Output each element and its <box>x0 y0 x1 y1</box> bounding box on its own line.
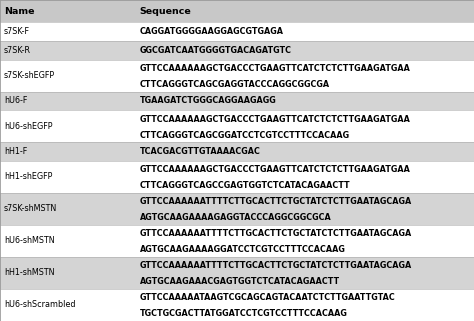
Text: AGTGCAAGAAAAGAGGTACCCAGGCGGCGCA: AGTGCAAGAAAAGAGGTACCCAGGCGGCGCA <box>140 213 332 222</box>
Text: GTTCCAAAAATAAGTCGCAGCAGTACAATCTCTTGAATTGTAC: GTTCCAAAAATAAGTCGCAGCAGTACAATCTCTTGAATTG… <box>140 293 396 302</box>
Text: hU6-shMSTN: hU6-shMSTN <box>4 237 55 246</box>
Text: GTTCCAAAAAAGCTGACCCTGAAGTTCATCTCTCTTGAAGATGAA: GTTCCAAAAAAGCTGACCCTGAAGTTCATCTCTCTTGAAG… <box>140 165 410 174</box>
Bar <box>0 142 474 161</box>
Text: AGTGCAAGAAAAGGATCCTCGTCCTTTCCACAAG: AGTGCAAGAAAAGGATCCTCGTCCTTTCCACAAG <box>140 245 346 254</box>
Bar <box>0 41 474 60</box>
Text: AGTGCAAGAAACGAGTGGTCTCATACAGAACTT: AGTGCAAGAAACGAGTGGTCTCATACAGAACTT <box>140 277 340 286</box>
Text: hU6-shScrambled: hU6-shScrambled <box>4 300 75 309</box>
Bar <box>0 257 474 289</box>
Bar <box>0 110 474 142</box>
Text: TCACGACGTTGTAAAACGAC: TCACGACGTTGTAAAACGAC <box>140 147 261 156</box>
Text: CTTCAGGGTCAGCGGATCCTCGTCCTTTCCACAAG: CTTCAGGGTCAGCGGATCCTCGTCCTTTCCACAAG <box>140 131 350 140</box>
Text: hH1-F: hH1-F <box>4 147 27 156</box>
Text: CTTCAGGGTCAGCCGAGTGGTCTCATACAGAACTT: CTTCAGGGTCAGCCGAGTGGTCTCATACAGAACTT <box>140 181 350 190</box>
Text: s7SK-F: s7SK-F <box>4 27 30 36</box>
Text: s7SK-shMSTN: s7SK-shMSTN <box>4 204 57 213</box>
Text: GTTCCAAAAAAGCTGACCCTGAAGTTCATCTCTCTTGAAGATGAA: GTTCCAAAAAAGCTGACCCTGAAGTTCATCTCTCTTGAAG… <box>140 64 410 73</box>
Bar <box>0 289 474 321</box>
Text: TGAAGATCTGGGCAGGAAGAGG: TGAAGATCTGGGCAGGAAGAGG <box>140 97 277 106</box>
Bar <box>0 60 474 92</box>
Bar <box>0 0 474 22</box>
Bar <box>0 92 474 110</box>
Text: hU6-F: hU6-F <box>4 97 27 106</box>
Text: hH1-shEGFP: hH1-shEGFP <box>4 172 52 181</box>
Text: s7SK-R: s7SK-R <box>4 46 31 55</box>
Text: GTTCCAAAAAATTTTCTTGCACTTCTGCTATCTCTTGAATAGCAGA: GTTCCAAAAAATTTTCTTGCACTTCTGCTATCTCTTGAAT… <box>140 229 412 238</box>
Text: GTTCCAAAAAATTTTCTTGCACTTCTGCTATCTCTTGAATAGCAGA: GTTCCAAAAAATTTTCTTGCACTTCTGCTATCTCTTGAAT… <box>140 197 412 206</box>
Text: hH1-shMSTN: hH1-shMSTN <box>4 268 55 277</box>
Text: s7SK-shEGFP: s7SK-shEGFP <box>4 71 55 80</box>
Text: GGCGATCAATGGGGTGACAGATGTC: GGCGATCAATGGGGTGACAGATGTC <box>140 46 292 55</box>
Text: hU6-shEGFP: hU6-shEGFP <box>4 122 52 131</box>
Text: CAGGATGGGGAAGGAGCGTGAGA: CAGGATGGGGAAGGAGCGTGAGA <box>140 27 284 36</box>
Bar <box>0 22 474 41</box>
Text: Name: Name <box>4 7 34 16</box>
Bar <box>0 193 474 225</box>
Bar <box>0 225 474 257</box>
Text: GTTCCAAAAAATTTTCTTGCACTTCTGCTATCTCTTGAATAGCAGA: GTTCCAAAAAATTTTCTTGCACTTCTGCTATCTCTTGAAT… <box>140 261 412 270</box>
Text: TGCTGCGACTTATGGATCCTCGTCCTTTCCACAAG: TGCTGCGACTTATGGATCCTCGTCCTTTCCACAAG <box>140 309 348 318</box>
Text: Sequence: Sequence <box>140 7 191 16</box>
Text: GTTCCAAAAAAGCTGACCCTGAAGTTCATCTCTCTTGAAGATGAA: GTTCCAAAAAAGCTGACCCTGAAGTTCATCTCTCTTGAAG… <box>140 115 410 124</box>
Text: CTTCAGGGTCAGCGAGGTACCCAGGCGGCGA: CTTCAGGGTCAGCGAGGTACCCAGGCGGCGA <box>140 80 330 89</box>
Bar <box>0 161 474 193</box>
